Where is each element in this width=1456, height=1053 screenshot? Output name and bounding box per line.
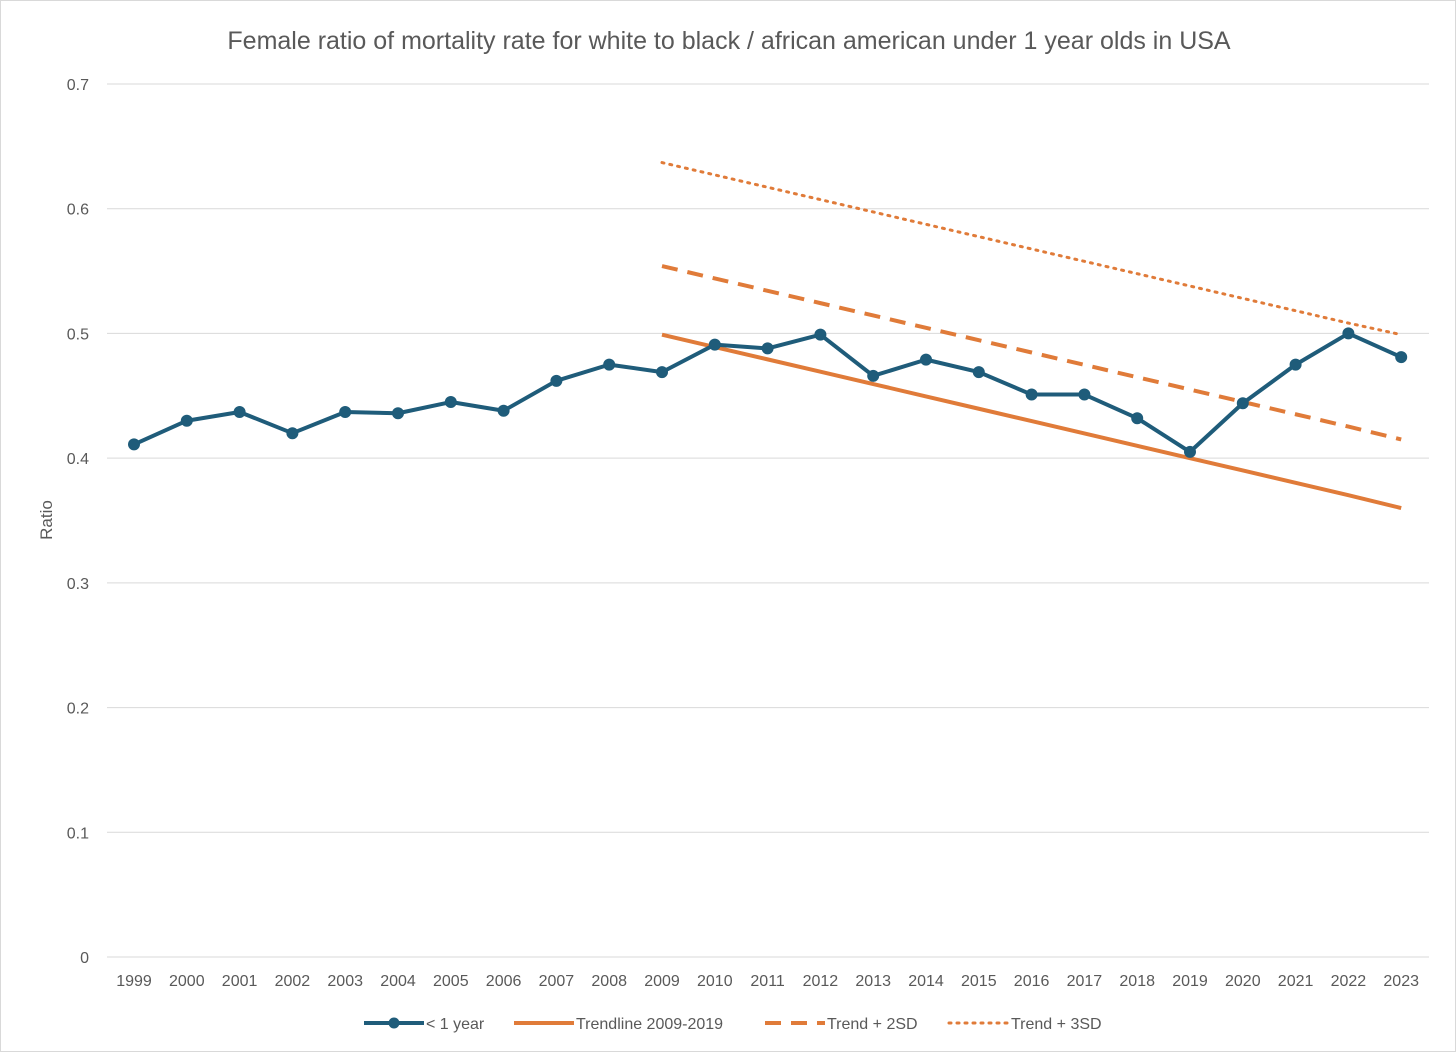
series-group xyxy=(128,161,1408,510)
x-axis-ticks: 1999 2000 2001 2002 2003 2004 2005 2006 2007 2008… xyxy=(116,973,1419,990)
x-tick-label: 2001 xyxy=(222,973,258,990)
x-tick-label: 2006 xyxy=(486,973,522,990)
x-tick-label: 2000 xyxy=(169,973,205,990)
x-tick-label: 2018 xyxy=(1119,973,1155,990)
data-point xyxy=(1025,388,1038,401)
x-tick-label: 2004 xyxy=(380,973,416,990)
data-point xyxy=(1184,445,1196,458)
legend-label: Trend + 3SD xyxy=(1011,1016,1102,1033)
data-point xyxy=(920,353,932,366)
y-axis-title: Ratio xyxy=(37,500,56,540)
series-line-trend-2sd xyxy=(661,264,1402,442)
data-point xyxy=(497,404,510,417)
data-point xyxy=(180,414,193,427)
x-tick-label: 2023 xyxy=(1383,973,1419,990)
data-point xyxy=(1342,327,1355,340)
series-line-trend-3sd xyxy=(660,161,1403,337)
x-tick-label: 2014 xyxy=(908,973,944,990)
data-point xyxy=(708,338,721,351)
chart-title: Female ratio of mortality rate for white… xyxy=(227,27,1231,55)
data-point xyxy=(1395,351,1408,364)
legend-label: Trend + 2SD xyxy=(827,1016,918,1033)
data-point xyxy=(867,369,880,382)
y-tick-label: 0.4 xyxy=(67,451,89,468)
x-tick-label: 2022 xyxy=(1331,973,1367,990)
data-point xyxy=(761,342,774,355)
gridlines xyxy=(107,83,1429,958)
data-point xyxy=(972,366,985,379)
y-tick-label: 0.3 xyxy=(67,576,89,593)
data-point xyxy=(1078,388,1091,401)
data-point xyxy=(444,396,457,409)
x-tick-label: 2019 xyxy=(1172,973,1208,990)
data-point xyxy=(603,358,616,371)
legend-label: < 1 year xyxy=(426,1016,485,1033)
x-tick-label: 2005 xyxy=(433,973,469,990)
data-point xyxy=(814,328,827,341)
data-point xyxy=(1289,358,1302,371)
x-tick-label: 2020 xyxy=(1225,973,1261,990)
y-tick-label: 0.1 xyxy=(67,825,89,842)
y-tick-label: 0.6 xyxy=(67,202,89,219)
x-tick-label: 2013 xyxy=(855,973,891,990)
data-point xyxy=(1236,397,1249,410)
y-tick-label: 0.2 xyxy=(67,701,89,718)
x-tick-label: 2009 xyxy=(644,973,680,990)
x-tick-label: 2008 xyxy=(591,973,627,990)
x-tick-label: 2002 xyxy=(275,973,311,990)
y-tick-label: 0 xyxy=(80,950,89,967)
data-point xyxy=(656,366,668,379)
legend: < 1 year Trendline 2009-2019 Trend + 2SD Tr… xyxy=(364,1016,1102,1033)
data-point xyxy=(233,405,246,418)
y-axis-ticks: 0 0.1 0.2 0.3 0.4 0.5 0.6 0.7 xyxy=(67,77,89,967)
y-tick-label: 0.5 xyxy=(67,326,89,343)
x-tick-label: 2021 xyxy=(1278,973,1314,990)
x-tick-label: 2015 xyxy=(961,973,997,990)
x-tick-label: 2016 xyxy=(1014,973,1050,990)
x-tick-label: 2017 xyxy=(1067,973,1103,990)
legend-label: Trendline 2009-2019 xyxy=(576,1016,723,1033)
data-point xyxy=(286,427,299,440)
data-point xyxy=(128,438,140,451)
y-tick-label: 0.7 xyxy=(67,77,89,94)
x-tick-label: 1999 xyxy=(116,973,152,990)
data-point xyxy=(339,405,352,418)
legend-marker xyxy=(388,1017,400,1029)
data-point xyxy=(1131,412,1144,425)
data-point xyxy=(550,374,563,387)
x-tick-label: 2003 xyxy=(327,973,363,990)
x-tick-label: 2011 xyxy=(750,973,785,990)
x-tick-label: 2010 xyxy=(697,973,733,990)
x-tick-label: 2007 xyxy=(539,973,575,990)
x-tick-label: 2012 xyxy=(803,973,839,990)
data-point xyxy=(392,407,404,420)
series-line-trendline-2009-2019 xyxy=(661,332,1402,510)
